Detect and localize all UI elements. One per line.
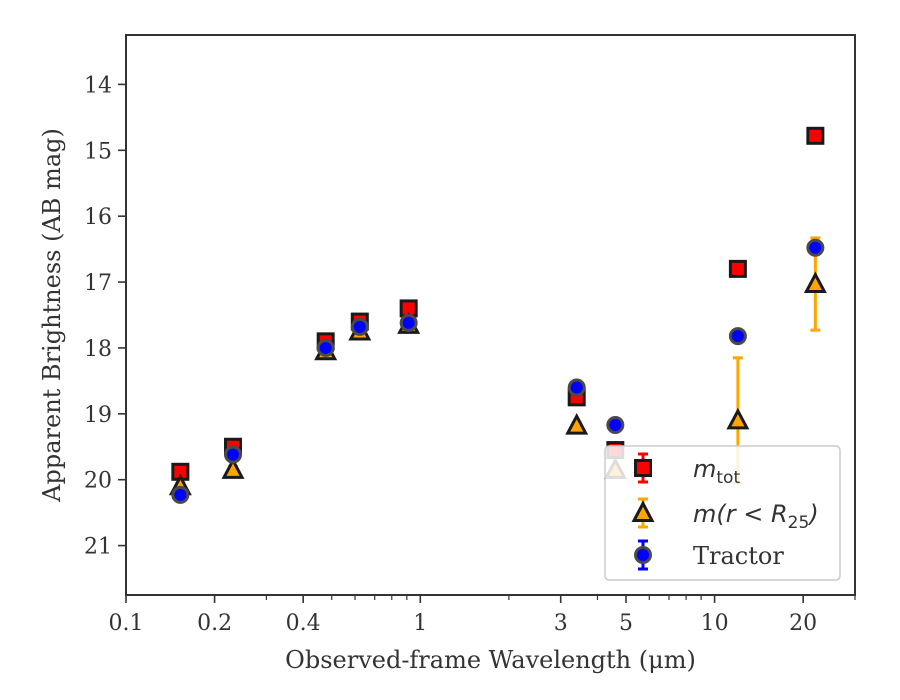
data-point <box>567 378 586 397</box>
data-point <box>806 126 825 145</box>
legend-mr25-close: ) <box>807 500 818 528</box>
legend-mtot-sub: tot <box>716 468 740 488</box>
legend-label-mtot: mtot <box>693 455 740 488</box>
circle-marker <box>316 338 335 357</box>
x-tick-label: 10 <box>701 611 729 636</box>
x-tick-label: 1 <box>413 611 427 636</box>
y-tick-label: 14 <box>84 73 112 98</box>
x-tick-label: 0.1 <box>109 611 144 636</box>
square-marker <box>806 126 825 145</box>
data-point <box>171 485 190 504</box>
data-point <box>350 317 369 336</box>
circle-marker <box>806 238 825 257</box>
legend-item <box>631 497 655 529</box>
series-layer <box>168 126 827 504</box>
data-point <box>316 338 335 357</box>
square-marker <box>728 259 747 278</box>
triangle-marker <box>565 412 589 435</box>
legend-item <box>634 539 652 571</box>
legend-circle-marker <box>634 546 652 564</box>
y-tick-label: 16 <box>84 205 112 230</box>
legend-square-marker <box>634 459 652 477</box>
legend-mr25-base: m <box>693 500 716 528</box>
data-point <box>728 327 747 346</box>
x-tick-label: 3 <box>554 611 568 636</box>
triangle-marker <box>221 457 245 479</box>
x-tick-label: 0.2 <box>197 611 232 636</box>
legend-mtot-base: m <box>693 455 716 483</box>
circle-marker <box>567 378 586 397</box>
data-point <box>806 238 825 257</box>
data-point <box>221 457 245 479</box>
legend-label-tractor: Tractor <box>693 542 784 570</box>
circle-marker <box>728 327 747 346</box>
x-tick-label: 0.4 <box>286 611 321 636</box>
y-axis-label: Apparent Brightness (AB mag) <box>38 128 66 503</box>
plot-frame <box>125 34 856 596</box>
data-point <box>399 313 418 332</box>
legend-label-mr25: m(r < R25) <box>693 500 819 533</box>
y-tick-label: 17 <box>84 271 112 296</box>
circle-marker <box>606 416 625 435</box>
legend-mr25-sub: 25 <box>788 513 810 533</box>
legend-mr25-rest: (r < R <box>716 500 787 528</box>
circle-marker <box>224 445 243 464</box>
y-tick-label: 20 <box>84 469 112 494</box>
data-point <box>224 445 243 464</box>
triangle-marker <box>803 271 827 294</box>
data-point <box>728 259 747 278</box>
circle-marker <box>171 485 190 504</box>
y-tick-label: 19 <box>84 403 112 428</box>
x-tick-label: 20 <box>789 611 817 636</box>
data-point <box>606 416 625 435</box>
x-axis-label: Observed-frame Wavelength (μm) <box>285 646 696 674</box>
y-axis: 14 15 16 17 18 19 20 21 <box>84 73 126 560</box>
legend-item <box>634 452 652 484</box>
y-tick-label: 15 <box>84 139 112 164</box>
series-circle <box>171 238 825 504</box>
x-tick-label: 5 <box>619 611 633 636</box>
x-axis: 0.1 0.2 0.4 1 3 5 10 20 <box>109 595 856 636</box>
legend-triangle-marker <box>631 500 655 522</box>
data-point <box>565 412 589 435</box>
legend-frame <box>604 445 841 581</box>
circle-marker <box>350 317 369 336</box>
circle-marker <box>399 313 418 332</box>
y-tick-label: 21 <box>84 535 112 560</box>
triangle-marker <box>726 407 750 430</box>
y-tick-label: 18 <box>84 337 112 362</box>
